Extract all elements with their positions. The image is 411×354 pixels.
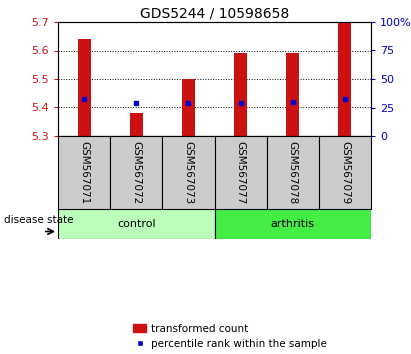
Bar [267,136,319,209]
Bar [110,136,162,209]
Legend: transformed count, percentile rank within the sample: transformed count, percentile rank withi… [133,324,327,349]
Bar [215,209,371,239]
Text: arthritis: arthritis [271,219,315,229]
Text: GSM567071: GSM567071 [79,141,89,204]
Bar [319,136,371,209]
Bar [130,113,143,136]
Text: GSM567078: GSM567078 [288,141,298,204]
Bar [78,39,90,136]
Title: GDS5244 / 10598658: GDS5244 / 10598658 [140,7,289,21]
Bar [58,209,215,239]
Bar [215,136,267,209]
Text: control: control [117,219,155,229]
Bar [182,79,195,136]
Text: GSM567077: GSM567077 [236,141,246,204]
Text: GSM567079: GSM567079 [340,141,350,204]
Bar [286,53,299,136]
Text: GSM567072: GSM567072 [131,141,141,204]
Bar [162,136,215,209]
Text: GSM567073: GSM567073 [183,141,194,204]
Bar [234,53,247,136]
Text: disease state: disease state [4,216,74,225]
Bar [58,136,110,209]
Bar [338,22,351,136]
